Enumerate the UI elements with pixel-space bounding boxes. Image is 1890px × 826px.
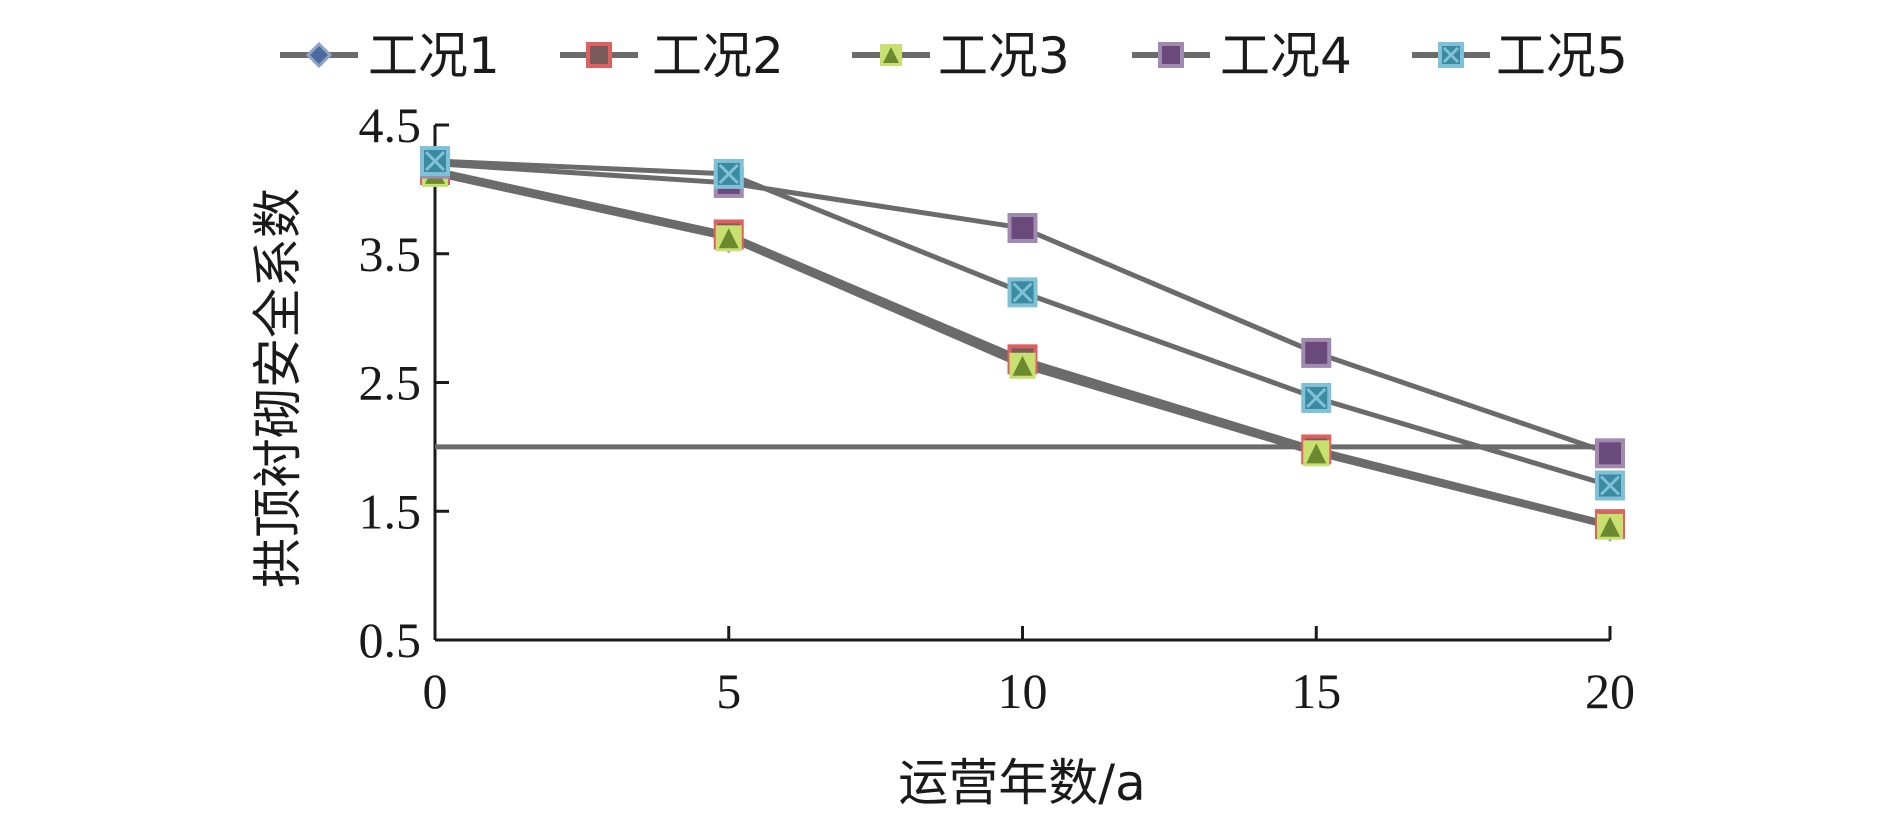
x-ticks: 0 5 10 15 20 — [423, 626, 1635, 719]
y-tick-label: 4.5 — [359, 97, 422, 153]
legend-marker — [880, 44, 902, 66]
y-tick-label: 1.5 — [359, 483, 422, 539]
axes: 0.5 1.5 2.5 3.5 4.5 0 5 10 15 20 — [359, 97, 1636, 719]
data-point-series-5 — [1595, 470, 1625, 501]
data-point-series-5 — [713, 158, 744, 189]
legend-item: 工况5 — [1412, 27, 1628, 85]
data-point-series-3 — [715, 225, 742, 252]
legend-item: 工况3 — [852, 27, 1070, 85]
series-markers — [419, 146, 1626, 542]
legend-marker — [305, 41, 333, 69]
legend-marker — [1438, 42, 1464, 68]
data-point-series-3 — [1303, 440, 1330, 467]
y-axis-title: 拱顶衬砌安全系数 — [249, 188, 307, 588]
y-tick-label: 0.5 — [359, 612, 422, 668]
legend-label: 工况5 — [1496, 27, 1628, 85]
legend: 工况1 工况2 工况3 工况4 工况5 — [280, 27, 1628, 85]
data-point-series-5 — [1301, 382, 1332, 413]
legend-item: 工况4 — [1132, 27, 1352, 85]
legend-label: 工况2 — [652, 27, 784, 85]
legend-item: 工况2 — [560, 27, 784, 85]
legend-label: 工况4 — [1220, 27, 1352, 85]
y-tick-label: 2.5 — [359, 355, 422, 411]
data-point-series-5 — [420, 146, 450, 177]
x-tick-label: 0 — [423, 663, 448, 719]
x-tick-label: 10 — [998, 663, 1048, 719]
x-tick-label: 20 — [1585, 663, 1635, 719]
legend-item: 工况1 — [280, 27, 500, 85]
legend-marker — [586, 42, 612, 68]
data-point-series-4 — [1301, 337, 1332, 368]
data-point-series-5 — [1007, 277, 1038, 308]
data-point-series-4 — [1595, 438, 1625, 469]
y-tick-label: 3.5 — [359, 226, 422, 282]
legend-label: 工况1 — [368, 27, 500, 85]
data-point-series-3 — [1597, 513, 1623, 540]
legend-label: 工况3 — [938, 27, 1070, 85]
x-tick-label: 15 — [1291, 663, 1341, 719]
x-axis-title: 运营年数/a — [898, 754, 1146, 812]
data-point-series-4 — [1007, 213, 1038, 243]
x-tick-label: 5 — [716, 663, 741, 719]
y-ticks: 0.5 1.5 2.5 3.5 4.5 — [359, 97, 449, 668]
legend-marker — [1158, 42, 1184, 68]
data-point-series-3 — [1009, 352, 1036, 379]
